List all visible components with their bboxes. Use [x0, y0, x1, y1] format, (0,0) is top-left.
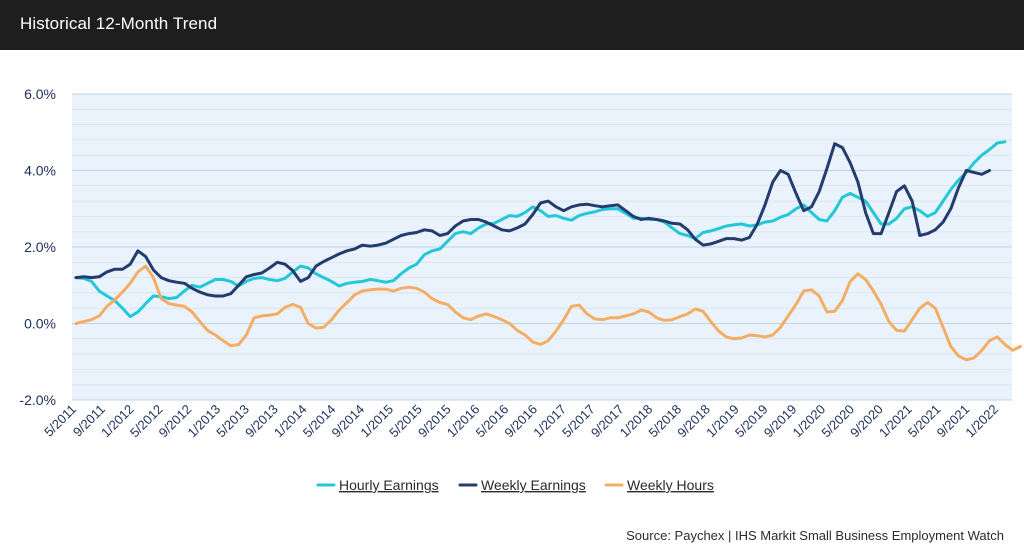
- legend-label-weekly-hours: Weekly Hours: [627, 477, 714, 493]
- y-tick-label: 2.0%: [24, 239, 56, 255]
- series-line-hourly-earnings: [74, 140, 1007, 319]
- y-axis-tick-labels: 6.0% 4.0% 2.0% 0.0% -2.0%: [19, 86, 56, 408]
- legend-label-hourly-earnings: Hourly Earnings: [339, 477, 439, 493]
- x-axis-tick-labels: 5/20119/20111/20125/20129/20121/20135/20…: [41, 402, 1001, 441]
- page-title: Historical 12-Month Trend: [20, 14, 218, 33]
- source-note: Source: Paychex | IHS Markit Small Busin…: [626, 528, 1004, 543]
- gridlines: [72, 93, 1012, 401]
- header-bar: Historical 12-Month Trend: [0, 0, 1024, 50]
- y-tick-label: -2.0%: [19, 392, 56, 408]
- legend: Hourly Earnings Weekly Earnings Weekly Hou…: [316, 477, 714, 493]
- series-line-weekly-hours: [74, 264, 1022, 362]
- y-tick-label: 0.0%: [24, 316, 56, 332]
- series-line-weekly-earnings: [74, 142, 991, 298]
- y-tick-label: 6.0%: [24, 86, 56, 102]
- series-lines: [74, 140, 1022, 362]
- legend-label-weekly-earnings: Weekly Earnings: [481, 477, 586, 493]
- trend-chart: 6.0% 4.0% 2.0% 0.0% -2.0% 5/20119/20111/2012…: [19, 86, 1022, 493]
- y-tick-label: 4.0%: [24, 163, 56, 179]
- x-tick-label: 1/2022: [962, 402, 1001, 441]
